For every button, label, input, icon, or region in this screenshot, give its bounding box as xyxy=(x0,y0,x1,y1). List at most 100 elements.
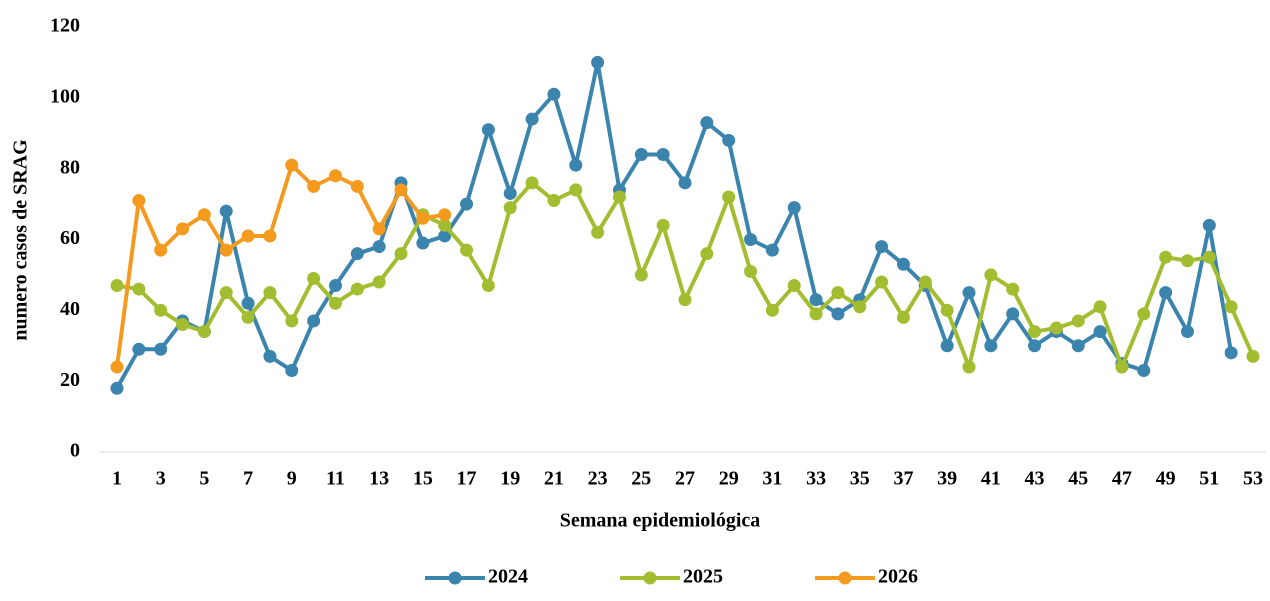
data-point xyxy=(263,349,277,363)
data-point xyxy=(787,201,801,215)
x-tick-label: 1 xyxy=(112,468,122,490)
data-point xyxy=(547,87,561,101)
data-point xyxy=(328,169,342,183)
x-tick-label: 25 xyxy=(631,468,651,490)
data-point xyxy=(438,218,452,232)
data-point xyxy=(110,360,124,374)
x-tick-label: 27 xyxy=(675,468,695,490)
x-tick-label: 37 xyxy=(893,468,913,490)
x-tick-label: 13 xyxy=(369,468,389,490)
data-point xyxy=(481,123,495,137)
y-tick-label: 40 xyxy=(60,298,80,320)
data-point xyxy=(241,229,255,243)
data-point xyxy=(1180,325,1194,339)
series-line xyxy=(116,180,1255,369)
data-point xyxy=(656,218,670,232)
data-point xyxy=(634,268,648,282)
data-point xyxy=(197,325,211,339)
data-point xyxy=(744,233,758,246)
data-point xyxy=(525,112,539,126)
x-tick-label: 53 xyxy=(1243,468,1263,490)
data-point xyxy=(154,303,168,317)
data-point xyxy=(984,268,998,282)
series-line xyxy=(115,163,446,368)
data-point xyxy=(765,303,779,317)
y-tick-label: 60 xyxy=(60,227,80,249)
data-point xyxy=(875,240,889,254)
data-point xyxy=(503,201,517,215)
data-point xyxy=(1071,339,1085,353)
data-point xyxy=(219,286,233,300)
data-point xyxy=(438,229,452,243)
data-point xyxy=(787,279,801,293)
data-point xyxy=(1028,339,1042,353)
y-tick-label: 120 xyxy=(50,15,80,37)
data-point xyxy=(744,264,758,278)
x-tick-label: 3 xyxy=(156,468,166,490)
data-point xyxy=(350,179,364,193)
data-point xyxy=(525,176,539,190)
x-tick-label: 19 xyxy=(500,468,520,490)
data-point xyxy=(1224,346,1238,360)
x-axis-label: Semana epidemiológica xyxy=(560,510,761,532)
data-point xyxy=(984,339,998,353)
data-point xyxy=(394,247,408,261)
data-point xyxy=(307,314,321,328)
x-tick-label: 47 xyxy=(1112,468,1132,490)
data-point xyxy=(547,194,561,208)
series-line xyxy=(115,60,1234,390)
data-point xyxy=(372,275,386,289)
y-tick-label: 80 xyxy=(60,156,80,178)
x-tick-label: 43 xyxy=(1025,468,1045,490)
data-point xyxy=(962,286,976,300)
data-point xyxy=(1202,250,1216,264)
data-point xyxy=(1071,314,1085,328)
data-point xyxy=(460,243,474,257)
legend-label: 2026 xyxy=(878,566,918,588)
data-point xyxy=(1159,250,1173,264)
data-point xyxy=(350,247,364,261)
y-axis-label: numero casos de SRAG xyxy=(10,139,32,341)
data-point xyxy=(918,275,932,289)
x-tick-label: 29 xyxy=(719,468,739,490)
data-point xyxy=(176,318,190,331)
data-point xyxy=(678,293,692,307)
y-tick-label: 20 xyxy=(60,369,80,391)
data-point xyxy=(831,307,845,321)
x-tick-label: 23 xyxy=(588,468,608,490)
data-point xyxy=(569,183,583,197)
data-point xyxy=(110,279,124,293)
data-point xyxy=(285,364,299,378)
data-point xyxy=(1180,254,1194,268)
data-point xyxy=(285,158,299,172)
data-point xyxy=(1137,307,1151,321)
data-point xyxy=(634,148,648,161)
data-point xyxy=(700,116,714,130)
data-point xyxy=(896,310,910,324)
data-point xyxy=(481,279,495,293)
data-point xyxy=(809,307,823,321)
data-point xyxy=(241,296,255,310)
data-point xyxy=(612,190,626,204)
data-point xyxy=(1246,349,1260,363)
data-point xyxy=(875,275,889,289)
data-point xyxy=(1115,360,1129,374)
data-point xyxy=(197,208,211,222)
x-tick-label: 45 xyxy=(1068,468,1088,490)
data-point xyxy=(219,204,233,218)
data-point xyxy=(700,247,714,261)
data-point xyxy=(154,243,168,257)
data-point xyxy=(132,282,146,296)
x-tick-label: 39 xyxy=(937,468,957,490)
data-point xyxy=(328,296,342,310)
data-point xyxy=(853,300,867,314)
data-point xyxy=(132,342,146,356)
data-point xyxy=(132,194,146,208)
data-point xyxy=(285,314,299,328)
data-point xyxy=(678,176,692,190)
data-point xyxy=(722,190,736,204)
data-point xyxy=(176,222,190,236)
data-point xyxy=(1028,325,1042,339)
data-point xyxy=(1093,300,1107,314)
